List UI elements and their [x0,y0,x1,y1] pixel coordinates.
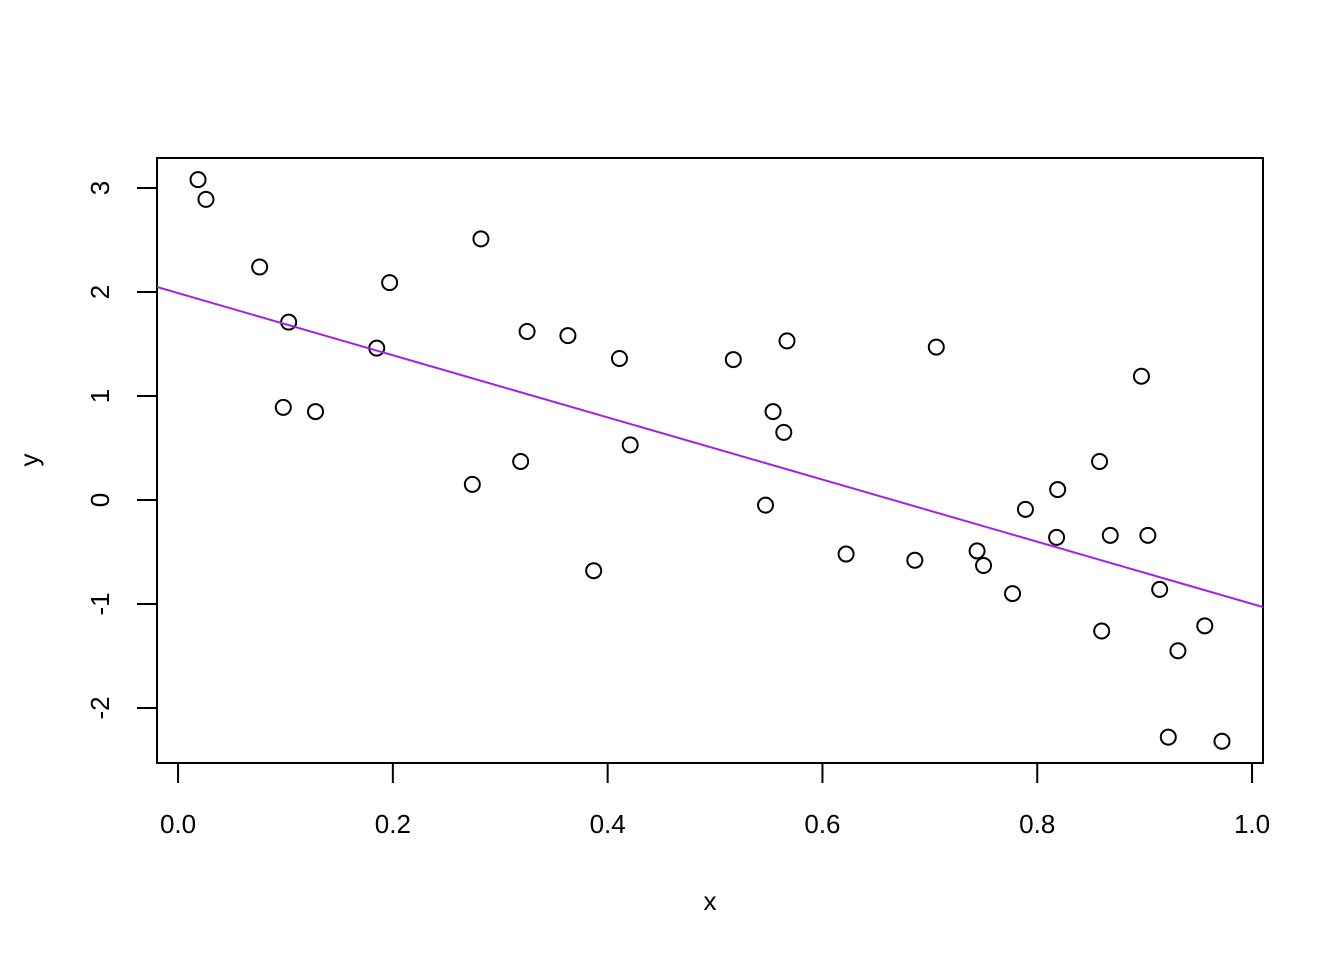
point [1169,642,1187,660]
point [512,452,530,470]
x-tick-label: 0.0 [160,809,196,839]
y-tick-label: -1 [85,592,115,615]
regression-line [157,286,1263,609]
point [1049,481,1067,499]
point [1139,526,1157,544]
point [251,258,269,276]
point [975,556,993,574]
x-tick-label: 0.2 [375,809,411,839]
point [837,545,855,563]
point [463,475,481,493]
point [1101,526,1119,544]
point [1213,732,1231,750]
point [472,230,490,248]
point [585,562,603,580]
point [775,423,793,441]
plot-box [156,157,1264,764]
point [906,551,924,569]
point [1004,585,1022,603]
point [1132,367,1150,385]
point [559,327,577,345]
y-tick-label: 3 [85,181,115,195]
point [927,338,945,356]
point [778,332,796,350]
point [1091,452,1109,470]
point [610,350,628,368]
x-tick-label: 1.0 [1234,809,1270,839]
point [518,322,536,340]
point [381,274,399,292]
point [724,351,742,369]
y-tick-label: 0 [85,493,115,507]
point [274,398,292,416]
y-tick-label: 2 [85,285,115,299]
point [197,190,215,208]
y-tick-label: 1 [85,389,115,403]
point [1048,528,1066,546]
point [1093,622,1111,640]
x-tick-label: 0.6 [804,809,840,839]
x-tick-label: 0.4 [590,809,626,839]
y-tick-label: -2 [85,696,115,719]
point [968,542,986,560]
y-axis-label: y [14,454,44,467]
point [764,403,782,421]
point [1196,617,1214,635]
point [1159,728,1177,746]
x-axis-label: x [704,886,717,916]
point [189,171,207,189]
x-tick-label: 0.8 [1019,809,1055,839]
point [1151,580,1169,598]
point [757,496,775,514]
point [307,403,325,421]
point [1016,500,1034,518]
point [621,436,639,454]
